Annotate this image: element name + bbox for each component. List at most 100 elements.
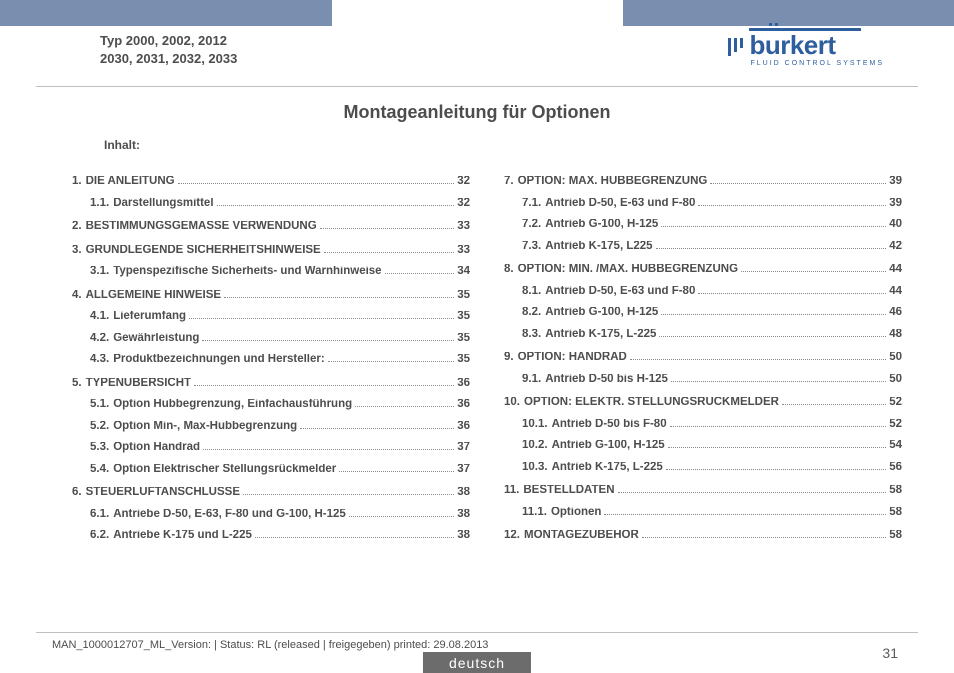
toc-entry: 4.1.Lieferumfang35	[72, 311, 470, 323]
toc-entry: 10.OPTION: ELEKTR. STELLUNGSRÜCKMELDER52	[504, 397, 902, 409]
logo-umlaut-icon	[769, 23, 778, 26]
toc-entry: 7.2.Antrieb G-100, H-12540	[504, 219, 902, 231]
toc-leader-dots	[661, 314, 886, 315]
toc-entry-number: 4.1.	[90, 311, 109, 323]
toc-entry: 9.OPTION: HANDRAD50	[504, 352, 902, 364]
page-title: Montageanleitung für Optionen	[0, 102, 954, 123]
toc-leader-dots	[300, 428, 454, 429]
toc-entry-text: MONTAGEZUBEHÖR	[520, 530, 639, 542]
toc-entry-page: 36	[457, 421, 470, 433]
toc-entry-number: 5.2.	[90, 421, 109, 433]
toc-leader-dots	[224, 297, 454, 298]
logo-row: burkert	[728, 32, 835, 58]
toc-entry-text: Antriebe D-50, E-63, F-80 und G-100, H-1…	[109, 509, 346, 521]
toc-entry-number: 4.3.	[90, 354, 109, 366]
toc-leader-dots	[178, 183, 455, 184]
toc-entry-text: Antrieb D-50 bis F-80	[548, 419, 667, 431]
toc-column-right: 7.OPTION: MAX. HUBBEGRENZUNG397.1.Antrie…	[504, 176, 902, 613]
toc-entry: 10.1.Antrieb D-50 bis F-80 52	[504, 419, 902, 431]
toc-entry-text: OPTION: MIN. /MAX. HUBBEGRENZUNG	[514, 264, 738, 276]
toc-entry: 6.2.Antriebe K-175 und L-22538	[72, 530, 470, 542]
toc-entry: 4.3.Produktbezeichnungen und Hersteller:…	[72, 354, 470, 366]
toc-leader-dots	[741, 271, 886, 272]
toc-leader-dots	[349, 516, 454, 517]
toc-entry-page: 33	[457, 245, 470, 257]
toc-entry: 8.OPTION: MIN. /MAX. HUBBEGRENZUNG44	[504, 264, 902, 276]
footer-note: MAN_1000012707_ML_Version: | Status: RL …	[52, 639, 488, 651]
toc-entry-text: BESTIMMUNGSGEMÄSSE VERWENDUNG	[82, 221, 317, 233]
logo-bars-icon	[728, 38, 743, 58]
toc-entry-text: Antrieb G-100, H-125	[541, 307, 658, 319]
toc-entry: 7.OPTION: MAX. HUBBEGRENZUNG39	[504, 176, 902, 188]
toc-entry-text: STEUERLUFTANSCHLÜSSE	[82, 487, 240, 499]
toc-entry-page: 32	[457, 198, 470, 210]
toc-entry-text: BESTELLDATEN	[519, 485, 614, 497]
toc-entry-number: 4.	[72, 290, 82, 302]
toc-leader-dots	[656, 248, 887, 249]
toc-entry-page: 58	[889, 485, 902, 497]
toc-entry-text: Darstellungsmittel	[109, 198, 213, 210]
toc-entry-number: 11.	[504, 485, 519, 497]
toc-entry: 12.MONTAGEZUBEHÖR58	[504, 530, 902, 542]
toc-entry: 3.GRUNDLEGENDE SICHERHEITSHINWEISE33	[72, 245, 470, 257]
toc-leader-dots	[630, 359, 886, 360]
document-page: Typ 2000, 2002, 2012 2030, 2031, 2032, 2…	[0, 0, 954, 673]
toc-entry-page: 35	[457, 354, 470, 366]
divider-top	[36, 86, 918, 87]
toc-entry: 4.ALLGEMEINE HINWEISE35	[72, 290, 470, 302]
type-line-2: 2030, 2031, 2032, 2033	[100, 50, 237, 68]
toc-leader-dots	[668, 447, 887, 448]
type-block: Typ 2000, 2002, 2012 2030, 2031, 2032, 2…	[100, 32, 237, 67]
toc-entry-text: Antrieb G-100, H-125	[548, 440, 665, 452]
toc-leader-dots	[324, 252, 454, 253]
language-tab: deutsch	[423, 652, 531, 673]
toc-entry-text: Antrieb G-100, H-125	[541, 219, 658, 231]
toc-entry-page: 58	[889, 507, 902, 519]
toc-entry-number: 7.	[504, 176, 514, 188]
toc-leader-dots	[189, 318, 454, 319]
toc-entry-page: 52	[889, 419, 902, 431]
toc-entry-page: 44	[889, 264, 902, 276]
toc-entry-number: 10.2.	[522, 440, 548, 452]
toc-entry-number: 10.	[504, 397, 520, 409]
toc-leader-dots	[385, 273, 455, 274]
toc-entry-number: 11.1.	[522, 507, 547, 519]
toc-entry-number: 5.	[72, 378, 82, 390]
toc-entry-page: 48	[889, 329, 902, 341]
toc-entry-number: 5.4.	[90, 464, 109, 476]
toc-entry-number: 1.1.	[90, 198, 109, 210]
toc-leader-dots	[698, 293, 886, 294]
toc-entry: 7.3.Antrieb K-175, L22542	[504, 241, 902, 253]
toc-leader-dots	[671, 381, 886, 382]
toc-leader-dots	[355, 406, 454, 407]
page-number: 31	[882, 645, 898, 661]
toc-entry: 1.1.Darstellungsmittel 32	[72, 198, 470, 210]
toc-entry-text: Antrieb D-50, E-63 und F-80	[541, 286, 695, 298]
toc-entry-number: 4.2.	[90, 333, 109, 345]
toc-entry-page: 56	[889, 462, 902, 474]
toc-entry: 8.3.Antrieb K-175, L-22548	[504, 329, 902, 341]
toc-leader-dots	[255, 537, 454, 538]
toc-leader-dots	[670, 426, 887, 427]
toc-entry-page: 34	[457, 266, 470, 278]
toc-entry-number: 8.3.	[522, 329, 541, 341]
toc-entry-text: Option Min-, Max-Hubbegrenzung	[109, 421, 297, 433]
toc-entry-number: 10.3.	[522, 462, 548, 474]
toc-entry-number: 1.	[72, 176, 82, 188]
toc-entry-text: Option Handrad	[109, 442, 200, 454]
toc-entry-text: ALLGEMEINE HINWEISE	[82, 290, 221, 302]
toc-entry-number: 10.1.	[522, 419, 548, 431]
toc-entry: 4.2.Gewährleistung35	[72, 333, 470, 345]
toc-entry-page: 36	[457, 399, 470, 411]
toc-entry-text: OPTION: MAX. HUBBEGRENZUNG	[514, 176, 708, 188]
toc-entry-text: Option Hubbegrenzung, Einfachausführung	[109, 399, 352, 411]
toc-entry-text: OPTION: ELEKTR. STELLUNGSRÜCKMELDER	[520, 397, 779, 409]
toc-leader-dots	[782, 404, 886, 405]
toc-leader-dots	[320, 228, 455, 229]
toc-entry-text: OPTION: HANDRAD	[514, 352, 627, 364]
toc-leader-dots	[339, 471, 454, 472]
toc-entry-page: 35	[457, 333, 470, 345]
toc-entry-number: 5.1.	[90, 399, 109, 411]
toc-entry-page: 40	[889, 219, 902, 231]
toc-entry: 11.1.Optionen58	[504, 507, 902, 519]
